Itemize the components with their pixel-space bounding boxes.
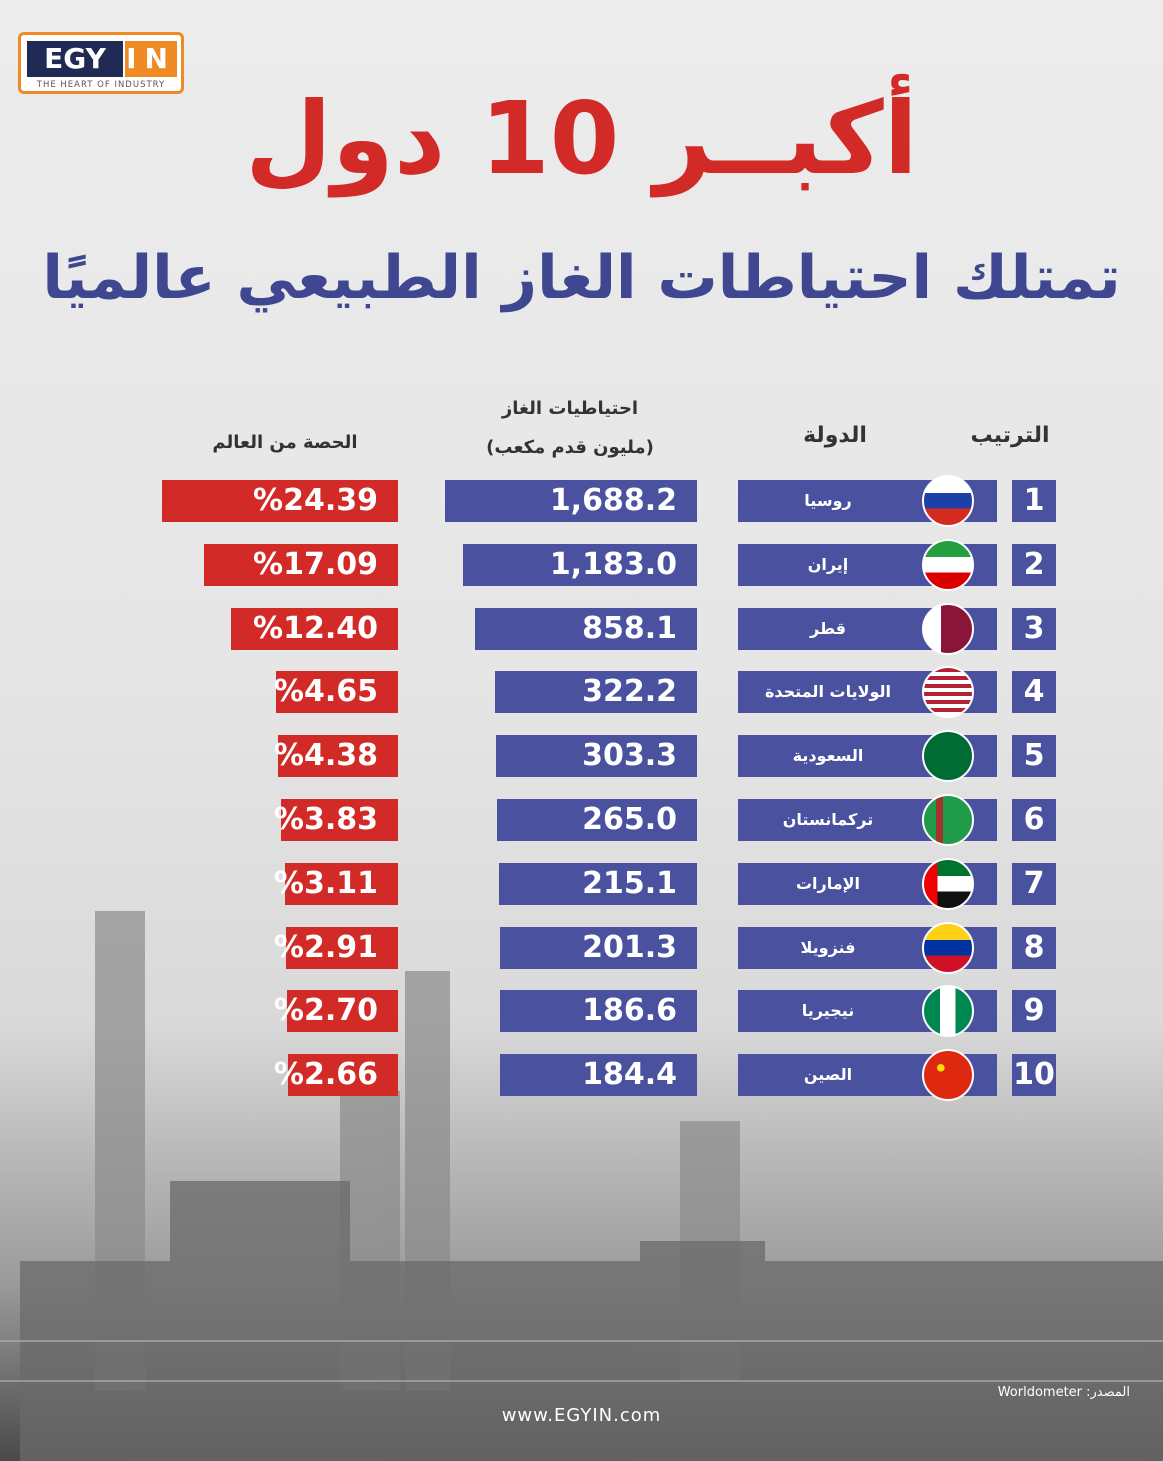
egyin-logo: EGY IN THE HEART OF INDUSTRY [18,32,184,94]
country-name: إيران [807,554,849,574]
country-bar: فنزويلا [738,921,997,974]
header-country: الدولة [803,423,867,448]
country-bar: الإمارات [738,857,997,910]
world-share-bar: %4.65 [274,671,398,714]
table-row: 3 قطر 858.1 %12.40 [0,602,1163,655]
table-row: 10 الصين 184.4 %2.66 [0,1049,1163,1102]
logo-in: IN [125,41,177,77]
country-name: فنزويلا [800,937,856,957]
gas-reserve-bar: 322.2 [495,671,697,714]
header-share: الحصة من العالم [212,432,358,453]
iran-flag-icon [922,538,974,591]
russia-flag-icon [922,475,974,527]
world-share-bar: %3.11 [274,862,398,905]
usa-flag-icon [922,666,974,719]
table-row: 8 فنزويلا 201.3 %2.91 [0,921,1163,974]
rank-cell: 5 [1012,735,1056,778]
country-name: الإمارات [795,873,861,893]
turkmenistan-flag-icon [922,794,974,846]
country-bar: الصين [738,1049,997,1102]
gas-reserve-bar: 201.3 [499,926,697,969]
table-row: 7 الإمارات 215.1 %3.11 [0,857,1163,910]
country-bar: إيران [738,538,997,591]
rank-cell: 10 [1012,1054,1056,1097]
country-bar: السعودية [738,730,997,783]
table-row: 2 إيران 1,183.0 %17.09 [0,538,1163,591]
country-name: السعودية [792,746,864,766]
country-name: نيجيريا [801,1001,855,1021]
header-rank: الترتيب [970,423,1050,448]
gas-reserve-bar: 858.1 [475,607,697,650]
gas-reserve-bar: 184.4 [500,1054,697,1097]
rank-cell: 7 [1012,862,1056,905]
table-row: 6 تركمانستان 265.0 %3.83 [0,794,1163,846]
logo-tagline: THE HEART OF INDUSTRY [36,80,166,90]
world-share-bar: %17.09 [203,543,398,586]
website-url: www.EGYIN.com [501,1405,662,1426]
qatar-flag-icon [922,602,974,655]
venezuela-flag-icon [922,921,974,974]
country-name: روسيا [804,491,852,510]
gas-reserve-bar: 1,183.0 [463,543,697,586]
source-note: المصدر: Worldometer [997,1385,1130,1400]
rank-cell: 6 [1012,799,1056,841]
logo-egy: EGY [27,41,123,77]
uae-flag-icon [922,857,974,910]
header-gas: احتياطيات الغاز [501,398,639,419]
country-name: الصين [803,1065,853,1085]
country-bar: الولايات المتحدة [738,666,997,719]
gas-reserve-bar: 303.3 [495,735,697,778]
header-gas-unit: (مليون قدم مكعب) [486,437,654,458]
world-share-bar: %24.39 [161,480,398,522]
world-share-bar: %2.91 [274,926,398,969]
table-row: 4 الولايات المتحدة 322.2 %4.65 [0,666,1163,719]
page-title: أكبــر 10 دول [245,80,918,197]
china-flag-icon [922,1049,974,1102]
country-name: الولايات المتحدة [764,682,892,702]
gas-reserve-bar: 265.0 [497,799,697,841]
table-row: 9 نيجيريا 186.6 %2.70 [0,985,1163,1038]
world-share-bar: %2.66 [274,1054,398,1097]
gas-reserve-bar: 1,688.2 [444,480,697,522]
world-share-bar: %3.83 [274,799,398,841]
world-share-bar: %4.38 [274,735,398,778]
rank-cell: 8 [1012,926,1056,969]
nigeria-flag-icon [922,985,974,1038]
world-share-bar: %12.40 [231,607,398,650]
rank-cell: 3 [1012,607,1056,650]
country-bar: نيجيريا [738,985,997,1038]
page-subtitle: تمتلك احتياطات الغاز الطبيعي عالميًا [42,243,1121,313]
country-bar: روسيا [738,475,997,527]
country-bar: تركمانستان [738,794,997,846]
country-bar: قطر [738,602,997,655]
gas-reserve-bar: 215.1 [499,862,697,905]
rank-cell: 1 [1012,480,1056,522]
rank-cell: 9 [1012,990,1056,1033]
rank-cell: 4 [1012,671,1056,714]
country-name: قطر [809,618,846,638]
table-row: 1 روسيا 1,688.2 %24.39 [0,475,1163,527]
factory-background [0,911,1163,1461]
table-row: 5 السعودية 303.3 %4.38 [0,730,1163,783]
gas-reserve-bar: 186.6 [500,990,697,1033]
world-share-bar: %2.70 [274,990,398,1033]
saudi-flag-icon [922,730,974,783]
country-name: تركمانستان [782,810,874,829]
rank-cell: 2 [1012,543,1056,586]
